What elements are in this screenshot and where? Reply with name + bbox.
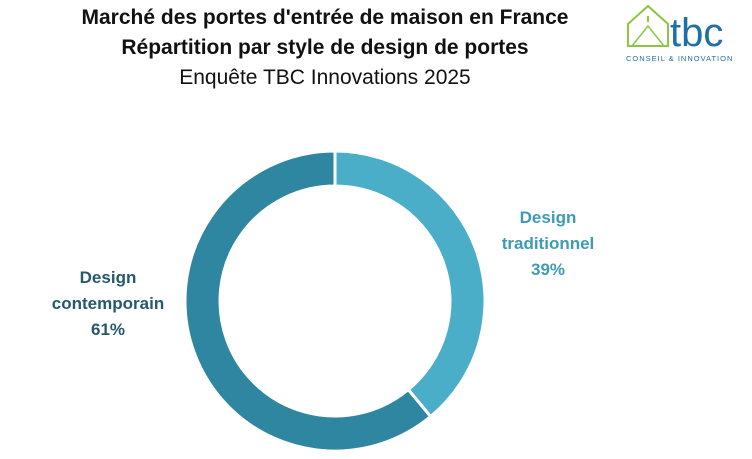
- svg-text:CONSEIL & INNOVATION: CONSEIL & INNOVATION: [626, 54, 733, 63]
- svg-text:tbc: tbc: [670, 11, 723, 55]
- donut-slice-1: [183, 149, 433, 453]
- donut-slice-0: [333, 149, 487, 419]
- chart-source: Enquête TBC Innovations 2025: [179, 66, 471, 89]
- tbc-logo: tbc CONSEIL & INNOVATION: [626, 4, 733, 63]
- chart-title: Marché des portes d'entrée de maison en …: [81, 6, 569, 29]
- slice-label-traditionnel: Design traditionnel 39%: [501, 208, 595, 279]
- slice-label-contemporain: Design contemporain 61%: [51, 268, 165, 339]
- chart-subtitle: Répartition par style de design de porte…: [121, 36, 529, 59]
